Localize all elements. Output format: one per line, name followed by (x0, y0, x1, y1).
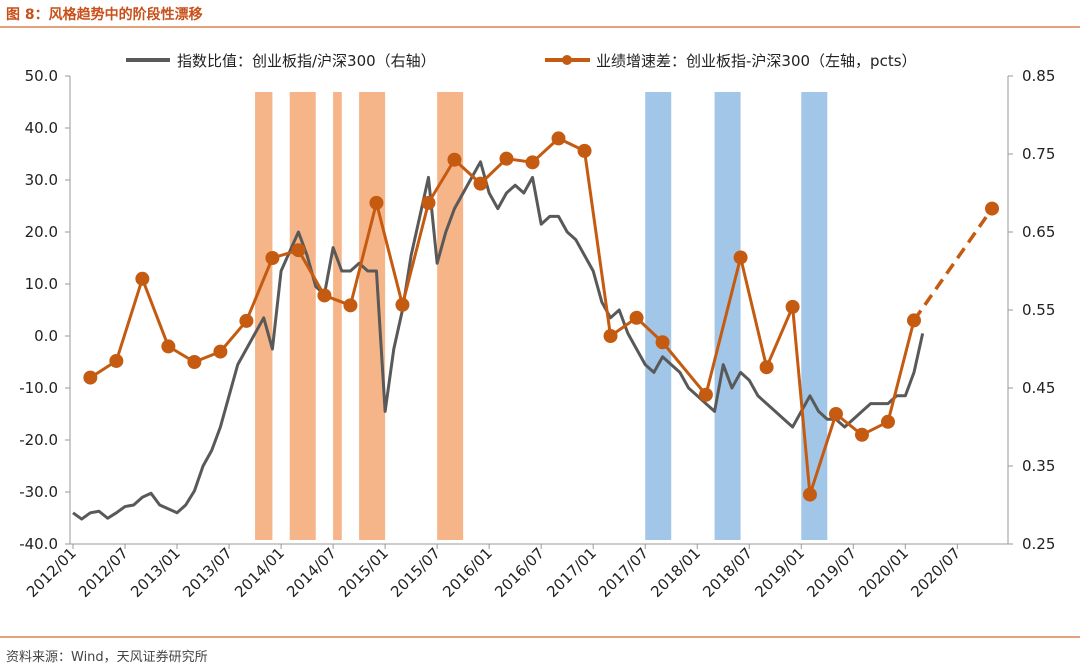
growth-point-25 (759, 360, 774, 375)
legend-label-growth: 业绩增速差：创业板指-沪深300（左轴，pcts） (596, 52, 917, 70)
growth-point-13 (421, 195, 436, 210)
growth-point-20 (603, 329, 618, 343)
growth-point-11 (369, 195, 384, 210)
left-tick-label: 40.0 (25, 119, 58, 137)
growth-point-27 (802, 487, 817, 502)
growth-point-17 (525, 155, 540, 170)
right-tick-label: 0.55 (1022, 301, 1055, 319)
source-note: 资料来源：Wind，天风证券研究所 (6, 650, 208, 665)
growth-series-forecast-line (912, 207, 994, 322)
x-tick-label: 2014/07 (283, 544, 340, 601)
bottom-rule (0, 636, 1080, 638)
left-tick-label: -20.0 (19, 431, 58, 449)
growth-point-3 (161, 339, 176, 354)
x-tick-label: 2018/07 (699, 544, 756, 601)
growth-point-5 (213, 344, 228, 359)
legend-marker-growth (562, 55, 572, 65)
left-tick-label: -30.0 (19, 483, 58, 501)
growth-point-29 (854, 427, 869, 442)
x-tick-label: 2020/07 (907, 544, 964, 601)
growth-point-15 (473, 176, 488, 191)
x-tick-label: 2012/07 (75, 544, 132, 601)
x-tick-label: 2017/07 (595, 544, 652, 601)
growth-point-9 (317, 288, 332, 303)
legend-label-ratio: 指数比值：创业板指/沪深300（右轴） (177, 52, 436, 70)
figure-title: 图 8：风格趋势中的阶段性漂移 (6, 7, 203, 23)
left-tick-label: -40.0 (19, 535, 58, 553)
growth-point-10 (343, 298, 358, 313)
growth-point-22 (655, 335, 670, 350)
growth-point-23 (698, 387, 713, 402)
x-tick-label: 2019/07 (803, 544, 860, 601)
growth-point-2 (135, 271, 150, 286)
shade-orange-0 (255, 92, 273, 540)
x-tick-label: 2017/01 (543, 544, 600, 601)
left-tick-label: -10.0 (19, 379, 58, 397)
x-tick-label: 2015/01 (335, 544, 392, 601)
x-tick-label: 2016/01 (439, 544, 496, 601)
growth-point-12 (395, 297, 410, 312)
x-tick-label: 2014/01 (231, 544, 288, 601)
left-tick-label: 30.0 (25, 171, 58, 189)
growth-point-28 (828, 407, 843, 421)
x-tick-label: 2013/01 (127, 544, 184, 601)
ratio-series-line (72, 160, 925, 521)
growth-point-1 (109, 353, 124, 368)
axes: -40.0 -30.0 -20.0 -10.0 0.0 10.0 20.0 30.0 40.0 5… (19, 67, 1055, 601)
right-tick-label: 0.85 (1022, 67, 1055, 85)
growth-point-16 (499, 151, 514, 166)
right-tick-label: 0.75 (1022, 145, 1055, 163)
shade-orange-1 (289, 92, 316, 540)
growth-point-6 (239, 313, 254, 328)
growth-point-26 (785, 299, 800, 314)
legend: 指数比值：创业板指/沪深300（右轴） 业绩增速差：创业板指-沪深300（左轴，… (126, 52, 917, 70)
right-tick-label: 0.25 (1022, 535, 1055, 553)
growth-point-24 (733, 250, 748, 265)
right-tick-label: 0.65 (1022, 223, 1055, 241)
left-tick-label: 20.0 (25, 223, 58, 241)
x-tick-label: 2015/07 (387, 544, 444, 601)
x-tick-label: 2016/07 (491, 544, 548, 601)
left-tick-label: 50.0 (25, 67, 58, 85)
growth-point-14 (447, 152, 462, 167)
growth-point-19 (577, 143, 592, 158)
series (72, 131, 1000, 521)
x-tick-label: 2013/07 (179, 544, 236, 601)
growth-point-7 (265, 251, 280, 265)
growth-point-18 (551, 131, 566, 146)
left-tick-label: 0.0 (34, 327, 58, 345)
growth-point-4 (187, 355, 202, 369)
top-rule (0, 26, 1080, 28)
growth-point-8 (291, 243, 306, 258)
shade-orange-3 (359, 92, 386, 540)
growth-point-31 (906, 313, 921, 328)
growth-point-21 (629, 310, 644, 325)
shaded-periods (255, 92, 828, 540)
right-tick-label: 0.45 (1022, 379, 1055, 397)
growth-point-30 (880, 414, 895, 429)
shade-blue-2 (801, 92, 828, 540)
growth-point-0 (83, 370, 98, 385)
x-tick-label: 2019/01 (751, 544, 808, 601)
growth-point-32 (985, 201, 1000, 216)
shade-blue-0 (645, 92, 672, 540)
x-tick-label: 2020/01 (855, 544, 912, 601)
x-tick-label: 2018/01 (647, 544, 704, 601)
shade-orange-2 (333, 92, 342, 540)
shade-blue-1 (714, 92, 741, 540)
left-tick-label: 10.0 (25, 275, 58, 293)
right-tick-label: 0.35 (1022, 457, 1055, 475)
